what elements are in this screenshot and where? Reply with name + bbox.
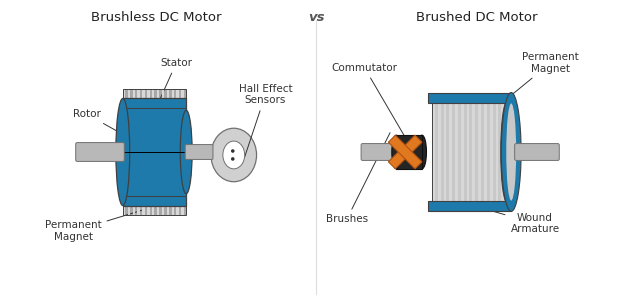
FancyBboxPatch shape <box>185 145 213 160</box>
Bar <box>501 102 505 203</box>
Text: Hall Effect
Sensors: Hall Effect Sensors <box>239 84 292 157</box>
Bar <box>172 196 174 215</box>
Bar <box>455 102 458 203</box>
Bar <box>142 88 144 108</box>
Bar <box>123 88 125 108</box>
Bar <box>162 196 164 215</box>
Bar <box>166 88 169 108</box>
Circle shape <box>231 157 235 161</box>
Bar <box>432 102 435 203</box>
Bar <box>461 102 464 203</box>
Circle shape <box>231 149 235 153</box>
Bar <box>162 88 164 108</box>
Bar <box>123 196 186 215</box>
Ellipse shape <box>180 110 192 194</box>
Ellipse shape <box>418 135 427 169</box>
Bar <box>490 102 492 203</box>
Text: Brushes: Brushes <box>325 133 390 224</box>
Polygon shape <box>389 135 422 169</box>
Ellipse shape <box>501 92 521 211</box>
FancyBboxPatch shape <box>76 143 124 161</box>
Bar <box>172 88 174 108</box>
Ellipse shape <box>501 102 514 203</box>
Bar <box>467 102 470 203</box>
Bar <box>147 88 149 108</box>
Bar <box>152 88 154 108</box>
Ellipse shape <box>506 103 516 201</box>
Polygon shape <box>389 135 422 169</box>
Bar <box>432 102 507 203</box>
Bar <box>166 196 169 215</box>
Bar <box>428 201 511 211</box>
Bar <box>137 88 140 108</box>
Ellipse shape <box>392 135 401 169</box>
Bar <box>123 196 125 215</box>
Bar <box>128 88 130 108</box>
Bar <box>472 102 475 203</box>
Bar <box>142 196 144 215</box>
Bar <box>496 102 498 203</box>
Text: Stator: Stator <box>160 58 192 98</box>
Bar <box>157 88 160 108</box>
FancyBboxPatch shape <box>515 144 560 160</box>
Text: Rotor: Rotor <box>73 109 134 141</box>
Text: Brushed DC Motor: Brushed DC Motor <box>416 11 537 24</box>
Bar <box>137 196 140 215</box>
Bar <box>132 88 135 108</box>
Bar <box>128 196 130 215</box>
Bar <box>428 92 511 103</box>
Bar <box>177 196 179 215</box>
Bar <box>123 88 186 108</box>
Text: Permanent
Magnet: Permanent Magnet <box>510 52 579 97</box>
Bar <box>147 196 149 215</box>
Bar <box>123 88 186 108</box>
Bar <box>432 102 507 203</box>
Bar <box>479 102 481 203</box>
Text: vs: vs <box>308 11 324 24</box>
Ellipse shape <box>211 128 256 182</box>
Bar <box>444 102 446 203</box>
Text: Permanent
Magnet: Permanent Magnet <box>45 210 142 242</box>
Bar <box>177 88 179 108</box>
Bar <box>181 196 184 215</box>
FancyBboxPatch shape <box>361 144 398 160</box>
Bar <box>132 196 135 215</box>
Ellipse shape <box>223 141 245 169</box>
Bar <box>181 88 184 108</box>
Bar <box>123 99 186 206</box>
Ellipse shape <box>116 99 130 206</box>
Bar <box>123 196 186 215</box>
Text: Brushless DC Motor: Brushless DC Motor <box>91 11 222 24</box>
Bar <box>449 102 452 203</box>
Bar <box>152 196 154 215</box>
Bar <box>484 102 487 203</box>
Text: Wound
Armature: Wound Armature <box>472 205 560 234</box>
Text: Commutator: Commutator <box>332 63 408 142</box>
Bar <box>396 135 422 169</box>
Bar <box>157 196 160 215</box>
Bar <box>438 102 441 203</box>
